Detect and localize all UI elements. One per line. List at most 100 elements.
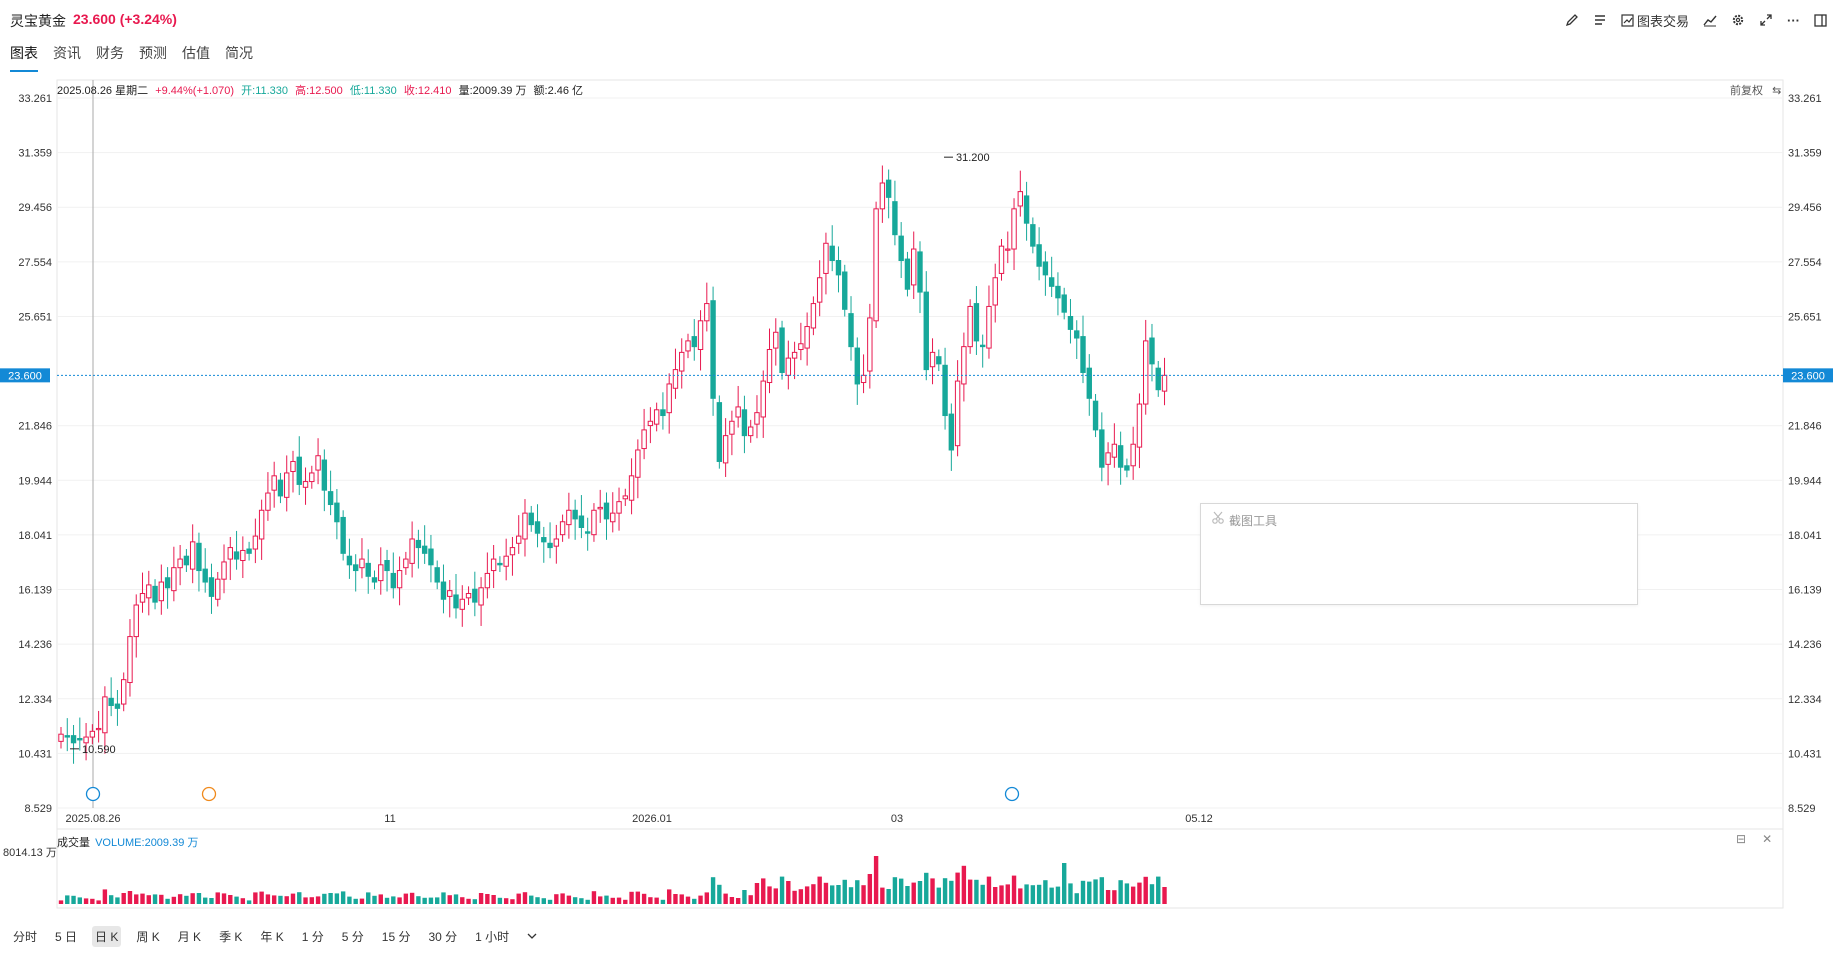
- volume-bar: [629, 891, 634, 904]
- candle-down: [365, 562, 371, 577]
- volume-bar: [384, 897, 390, 904]
- volume-bar: [146, 895, 151, 904]
- volume-bar: [1137, 882, 1142, 904]
- candle-up: [309, 472, 315, 483]
- volume-settings-icon[interactable]: ⊟: [1736, 832, 1747, 846]
- candle-up: [566, 509, 572, 526]
- draw-pen-button[interactable]: [1565, 13, 1579, 27]
- period-timeshare[interactable]: 分时: [13, 929, 38, 944]
- volume-bar: [648, 897, 653, 904]
- period-bar: 分时 5 日 日 K 周 K 月 K 季 K 年 K 1 分 5 分 15 分 …: [0, 922, 1833, 950]
- volume-bar: [228, 895, 233, 904]
- candle-up: [1111, 443, 1118, 458]
- candle-up: [666, 383, 672, 414]
- volume-bar: [322, 893, 327, 904]
- volume-legend: 成交量 VOLUME:2009.39 万: [57, 834, 198, 850]
- candle-up: [961, 346, 967, 385]
- volume-bar: [1036, 884, 1042, 904]
- tab-finance[interactable]: 财务: [96, 45, 124, 61]
- info-close: 收:12.410: [403, 85, 452, 97]
- candle-down: [1048, 277, 1055, 287]
- candle-down: [327, 491, 334, 506]
- volume-bar: [1074, 893, 1079, 904]
- volume-bar: [986, 876, 992, 904]
- volume-bar: [861, 885, 866, 904]
- tab-valuation[interactable]: 估值: [182, 45, 210, 61]
- period-5min[interactable]: 5 分: [341, 929, 364, 944]
- ohlc-info-line: 2025.08.26 星期二 +9.44%(+1.070) 开:11.330 高…: [57, 82, 587, 98]
- list-button[interactable]: [1593, 13, 1607, 27]
- tab-forecast[interactable]: 预测: [139, 45, 167, 61]
- candle-down: [390, 572, 397, 589]
- volume-bar: [836, 885, 841, 904]
- y-tick-label-left: 27.554: [18, 257, 52, 269]
- candle-up: [290, 460, 296, 473]
- close-icon[interactable]: ✕: [1762, 832, 1773, 846]
- pen-icon: [1565, 14, 1578, 27]
- event-marker-icon: [85, 786, 101, 802]
- candle-up: [58, 733, 64, 742]
- candle-down: [660, 409, 666, 417]
- volume-bar: [127, 891, 133, 904]
- candle-up: [754, 412, 760, 425]
- volume-bar: [811, 884, 816, 904]
- y-tick-label-right: 12.334: [1788, 694, 1822, 706]
- candle-up: [867, 317, 873, 372]
- period-daily-k[interactable]: 日 K: [92, 925, 122, 947]
- candle-up: [798, 343, 804, 351]
- volume-bar: [309, 897, 314, 904]
- candle-up: [954, 380, 961, 447]
- volume-bar: [905, 886, 910, 904]
- candle-up: [785, 357, 792, 376]
- current-price-tag-right: [1783, 368, 1833, 383]
- candle-down: [917, 251, 923, 293]
- volume-bar: [378, 894, 383, 904]
- period-15min[interactable]: 15 分: [381, 929, 411, 944]
- more-periods-dropdown[interactable]: [524, 927, 540, 945]
- layout-button[interactable]: [1814, 13, 1827, 27]
- period-1hour[interactable]: 1 小时: [475, 929, 510, 944]
- popup-title: 截图工具: [1229, 514, 1278, 528]
- volume-bar: [259, 891, 264, 904]
- candle-down: [384, 560, 390, 572]
- candle-up: [284, 472, 290, 498]
- tab-profile[interactable]: 简况: [225, 45, 253, 61]
- volume-bar: [855, 880, 860, 904]
- period-monthly-k[interactable]: 月 K: [177, 929, 202, 944]
- candle-down: [1092, 400, 1099, 431]
- y-tick-label-right: 10.431: [1788, 748, 1822, 760]
- candle-up: [729, 420, 735, 435]
- volume-bar: [698, 895, 703, 904]
- chart-trade-button[interactable]: 图表交易: [1621, 11, 1689, 30]
- price-adjust-toggle[interactable]: 前复权 ⇆: [1730, 82, 1781, 98]
- volume-bar: [271, 895, 277, 904]
- candlestick-chart[interactable]: 33.261 33.261 31.359 31.359 29.456 29.456 27.5…: [0, 0, 1833, 920]
- settings-button[interactable]: [1731, 13, 1745, 27]
- volume-bar: [560, 893, 565, 904]
- volume-bar: [203, 897, 208, 904]
- candle-down: [528, 512, 534, 526]
- candle-up: [911, 248, 917, 286]
- screenshot-tool-popup[interactable]: 截图工具: [1200, 503, 1638, 605]
- volume-bar: [96, 900, 101, 904]
- more-button[interactable]: ···: [1787, 13, 1800, 28]
- period-yearly-k[interactable]: 年 K: [260, 929, 284, 944]
- indicator-button[interactable]: [1703, 13, 1717, 27]
- tab-chart[interactable]: 图表: [10, 42, 38, 72]
- volume-bar: [842, 879, 847, 904]
- candle-down: [741, 409, 748, 437]
- gear-icon: [1732, 14, 1744, 26]
- tab-news[interactable]: 资讯: [53, 45, 81, 61]
- period-1min[interactable]: 1 分: [301, 929, 324, 944]
- period-quarterly-k[interactable]: 季 K: [219, 929, 243, 944]
- period-30min[interactable]: 30 分: [428, 929, 458, 944]
- period-5day[interactable]: 5 日: [55, 929, 78, 944]
- volume-bar: [779, 876, 785, 904]
- volume-bar: [917, 881, 923, 904]
- volume-bar: [246, 900, 252, 904]
- info-open: 开:11.330: [241, 85, 289, 97]
- candle-down: [1061, 294, 1067, 313]
- period-weekly-k[interactable]: 周 K: [136, 929, 160, 944]
- candle-up: [271, 475, 277, 491]
- fullscreen-button[interactable]: [1759, 13, 1773, 27]
